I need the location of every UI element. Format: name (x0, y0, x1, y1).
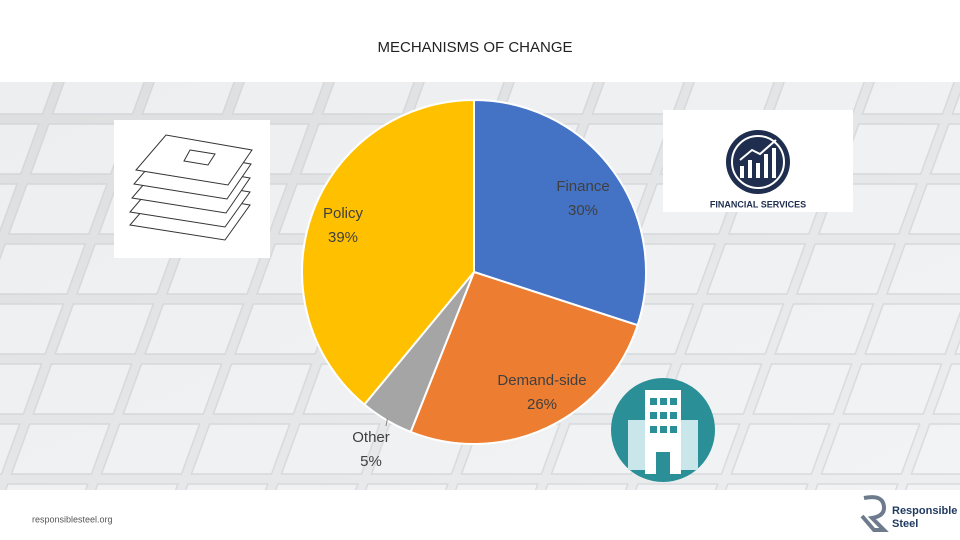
category-label: Policy (323, 205, 364, 222)
logo-text: Steel (892, 518, 918, 530)
pie-slice (409, 270, 639, 445)
value-label: 5% (360, 453, 382, 470)
leader-line (385, 418, 388, 427)
footer-url: responsiblesteel.org (32, 514, 113, 524)
category-label: Finance (556, 178, 609, 195)
building-icon (611, 378, 715, 482)
logo: Responsible Steel (860, 495, 957, 532)
pie-slice (473, 98, 647, 327)
value-label: 30% (568, 202, 598, 219)
category-label: Other (352, 429, 390, 446)
chart-title: MECHANISMS OF CHANGE (377, 39, 572, 56)
pie-slice (301, 98, 475, 406)
pie-chart: Finance 30% Demand-side 26% Other 5% Policy 39% (301, 98, 647, 470)
value-label: 39% (328, 229, 358, 246)
value-label: 26% (527, 396, 557, 413)
category-label: Demand-side (497, 372, 586, 389)
logo-text: Responsible (892, 505, 957, 517)
financial-services-image: FINANCIAL SERVICES (663, 110, 853, 212)
image-caption: FINANCIAL SERVICES (710, 199, 806, 209)
newspaper-image (114, 120, 270, 258)
